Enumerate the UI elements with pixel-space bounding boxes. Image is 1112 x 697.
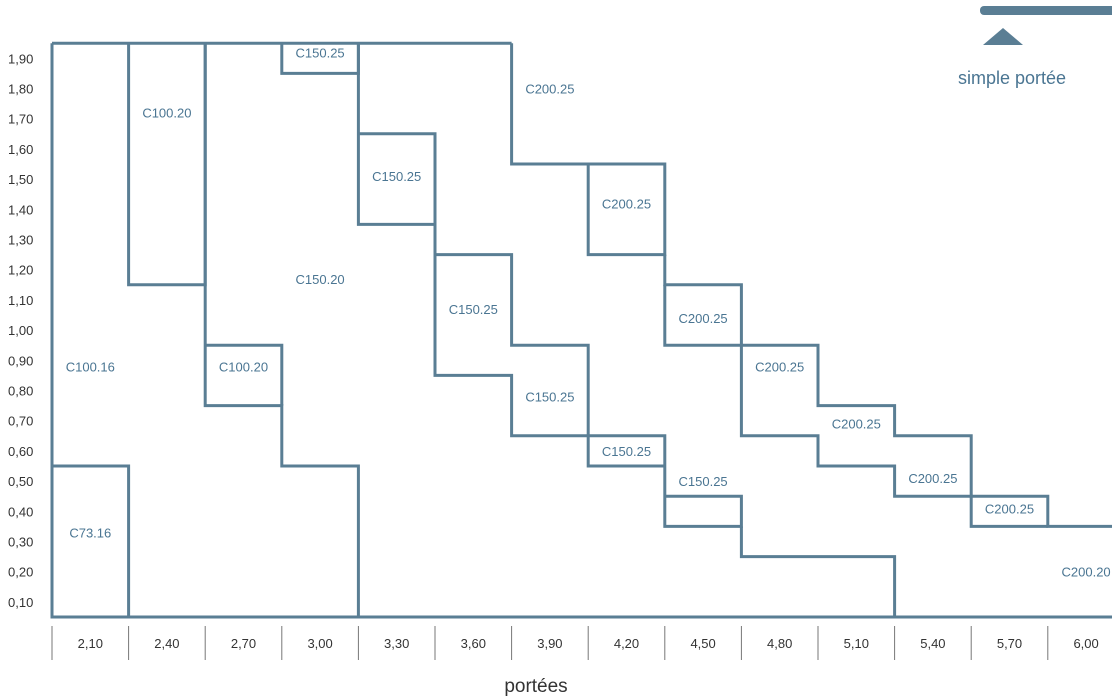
x-tick-label: 3,30 [384, 636, 409, 651]
region-boundary [435, 253, 590, 436]
region-label: C150.25 [372, 169, 421, 184]
y-tick-label: 1,20 [8, 263, 33, 278]
region-label: C200.25 [525, 82, 574, 97]
y-tick-label: 1,40 [8, 202, 33, 217]
x-tick-label: 6,00 [1073, 636, 1098, 651]
x-tick-label: 4,20 [614, 636, 639, 651]
region-boundary [358, 526, 897, 619]
y-tick-label: 0,60 [8, 444, 33, 459]
region-label: C73.16 [69, 525, 111, 540]
region-label: C200.25 [985, 501, 1034, 516]
legend-label: simple portée [958, 68, 1066, 88]
y-tick-label: 1,50 [8, 172, 33, 187]
y-tick-label: 1,10 [8, 293, 33, 308]
x-tick-label: 3,90 [537, 636, 562, 651]
y-tick-label: 1,30 [8, 233, 33, 248]
x-tick-label: 3,60 [461, 636, 486, 651]
region-label: C200.25 [755, 359, 804, 374]
region-label: C200.20 [1062, 565, 1111, 580]
region-label: C100.20 [142, 106, 191, 121]
x-tick-label: 4,50 [690, 636, 715, 651]
region-label: C150.25 [602, 444, 651, 459]
y-tick-label: 0,30 [8, 535, 33, 550]
y-tick-label: 1,70 [8, 112, 33, 127]
x-tick-label: 3,00 [307, 636, 332, 651]
y-axis-ticks: 0,10 0,20 0,30 0,40 0,50 0,60 0,70 0,80 0,90 1,00… [8, 51, 33, 610]
legend-triangle-icon [983, 28, 1023, 45]
region-label: C150.20 [296, 272, 345, 287]
region-label: C100.20 [219, 359, 268, 374]
x-axis: 2,10 2,40 2,70 3,00 3,30 3,60 3,90 4,20 4,50 4,80… [51, 626, 1099, 660]
region-label: C200.25 [908, 471, 957, 486]
region-label: C150.25 [525, 390, 574, 405]
y-tick-label: 0,90 [8, 353, 33, 368]
region-label: C150.25 [449, 302, 498, 317]
x-tick-label: 5,40 [920, 636, 945, 651]
region-label: C100.16 [66, 359, 115, 374]
y-tick-label: 0,20 [8, 565, 33, 580]
region-boundaries [50, 41, 1112, 619]
legend-bar [980, 6, 1112, 15]
region-boundary [510, 43, 667, 257]
y-tick-label: 0,50 [8, 474, 33, 489]
y-tick-label: 0,70 [8, 414, 33, 429]
region-label: C150.25 [296, 45, 345, 60]
x-axis-title: portées [504, 676, 567, 697]
region-boundary [663, 254, 1112, 528]
x-tick-label: 2,10 [78, 636, 103, 651]
region-boundary [127, 43, 207, 287]
region-labels: C73.16 C100.16 C100.20 C100.20 C150.25 C150.2… [66, 45, 1111, 579]
y-tick-label: 1,80 [8, 82, 33, 97]
legend: simple portée [958, 6, 1112, 88]
region-label: C200.25 [832, 417, 881, 432]
x-tick-label: 5,10 [844, 636, 869, 651]
y-tick-label: 1,60 [8, 142, 33, 157]
y-tick-label: 1,90 [8, 51, 33, 66]
x-tick-label: 4,80 [767, 636, 792, 651]
region-boundary [205, 343, 284, 406]
x-tick-label: 5,70 [997, 636, 1022, 651]
region-label: C200.25 [679, 311, 728, 326]
y-tick-label: 0,10 [8, 595, 33, 610]
x-tick-label: 2,70 [231, 636, 256, 651]
x-tick-label: 2,40 [154, 636, 179, 651]
region-boundary [663, 284, 1048, 528]
region-boundary [356, 43, 437, 226]
y-tick-label: 0,40 [8, 504, 33, 519]
y-tick-label: 1,00 [8, 323, 33, 338]
region-boundary [433, 224, 743, 528]
region-label: C150.25 [679, 474, 728, 489]
region-label: C200.25 [602, 196, 651, 211]
y-tick-label: 0,80 [8, 384, 33, 399]
